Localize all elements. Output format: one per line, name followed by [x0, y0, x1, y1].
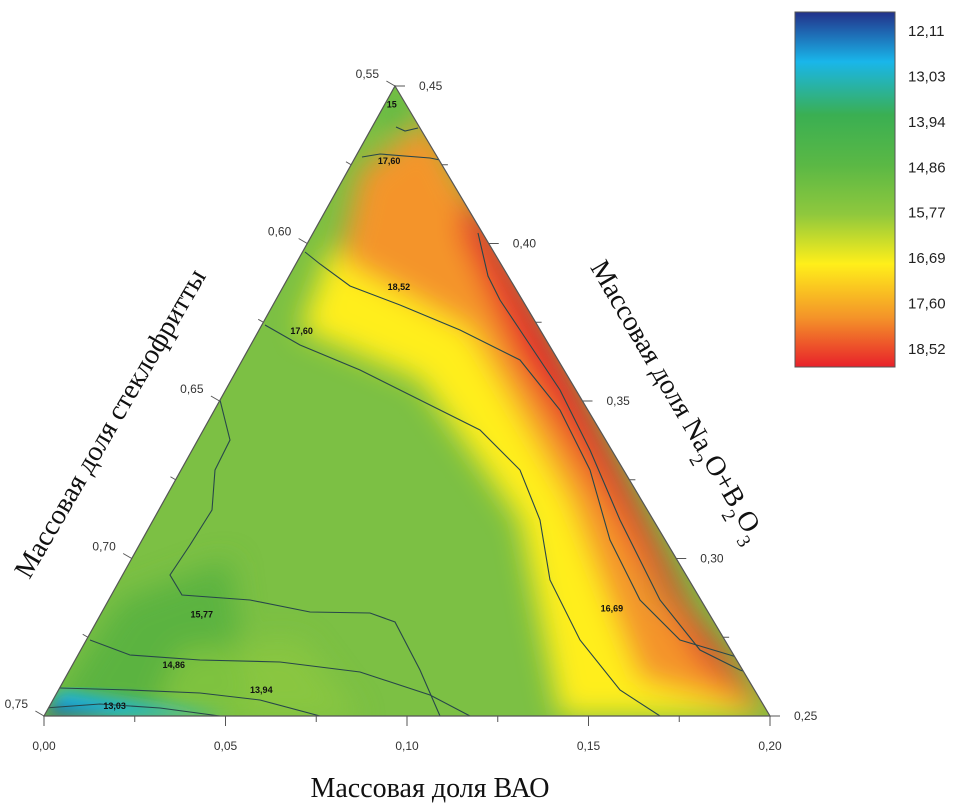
contour-line-18-52 [477, 232, 770, 681]
right-axis-title-part: Массовая доля Na [584, 255, 720, 458]
legend-label: 18,52 [908, 341, 946, 358]
legend-labels: 12,11 13,03 13,94 14,86 15,77 16,69 17,60 18,52 [908, 23, 946, 358]
contour-label: 14,86 [162, 660, 185, 670]
contour-label: 13,03 [103, 701, 126, 711]
bottom-tick-label: 0,05 [214, 739, 238, 753]
contour-label: 16,69 [601, 603, 624, 613]
bottom-axis-title: Массовая доля ВАО [310, 773, 549, 804]
left-tick-label: 0,75 [5, 697, 29, 711]
contour-line-17-60-top [361, 153, 441, 161]
contour-label: 15,77 [191, 610, 214, 620]
left-tick-mark [386, 80, 396, 87]
contour-labels: 17,60 15 18,52 17,60 15,77 16,69 14,86 13,94 13,… [103, 99, 623, 711]
legend-label: 16,69 [908, 250, 946, 267]
left-tick-label: 0,55 [356, 67, 380, 81]
bottom-tick-label: 0,20 [758, 739, 782, 753]
left-tick-mark [257, 318, 264, 323]
legend-label: 14,86 [908, 159, 946, 176]
bottom-tick-label: 0,10 [395, 739, 419, 753]
legend-label: 12,11 [908, 23, 944, 40]
bottom-tick-label: 0,00 [32, 739, 56, 753]
legend-label: 13,03 [908, 68, 946, 85]
contour-line-15-77 [169, 399, 441, 716]
left-tick-label: 0,65 [180, 382, 204, 396]
legend-label: 13,94 [908, 114, 946, 131]
contour-line-13-03 [44, 703, 221, 716]
contour-label: 18,52 [388, 282, 411, 292]
left-tick-label: 0,60 [268, 225, 292, 239]
right-tick-label: 0,25 [794, 709, 818, 723]
legend-label: 15,77 [908, 205, 946, 222]
contour-label: 17,60 [290, 326, 313, 336]
left-tick-label: 0,70 [92, 540, 116, 554]
left-tick-mark [122, 553, 133, 559]
ternary-ticks: 0,00 0,05 0,10 0,15 0,20 0,55 0,60 0,65 0,70 0,75… [5, 67, 818, 753]
left-tick-mark [210, 395, 220, 402]
contour-label: 15 [387, 99, 397, 109]
contour-line-13-94 [59, 687, 321, 716]
contour-line-16-69 [264, 324, 661, 716]
color-legend: 12,11 13,03 13,94 14,86 15,77 16,69 17,60 18,52 [794, 11, 946, 368]
contour-label: 17,60 [378, 156, 401, 166]
left-tick-mark [298, 238, 308, 244]
contour-lines [44, 126, 770, 716]
contour-label: 13,94 [250, 685, 273, 695]
legend-colorbar [794, 11, 896, 368]
right-tick-label: 0,35 [607, 394, 631, 408]
left-tick-mark [345, 161, 352, 166]
left-tick-mark [82, 633, 89, 638]
right-tick-label: 0,40 [513, 237, 537, 251]
right-tick-label: 0,45 [419, 79, 443, 93]
contour-line-15-apex [395, 126, 419, 132]
left-tick-mark [35, 710, 45, 717]
bottom-tick-label: 0,15 [577, 739, 601, 753]
left-tick-mark [170, 476, 176, 481]
right-axis-title-subscript: 3 [732, 532, 755, 551]
legend-label: 17,60 [908, 296, 946, 313]
contour-line-14-86 [89, 639, 471, 716]
contour-line-17-60-mid [304, 251, 770, 661]
right-tick-label: 0,30 [700, 552, 724, 566]
